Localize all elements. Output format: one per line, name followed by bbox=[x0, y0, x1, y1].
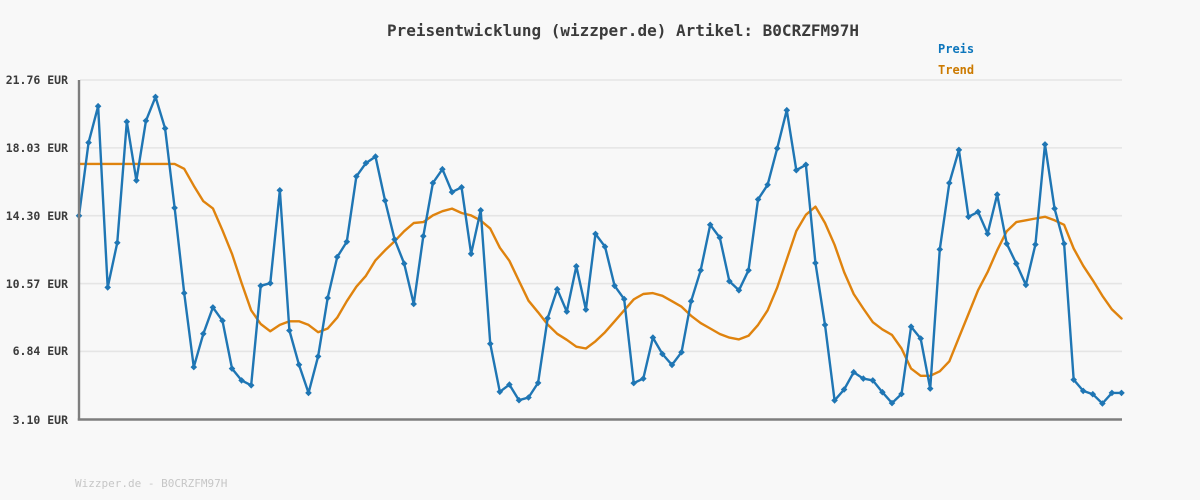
trend-line bbox=[77, 162, 1123, 377]
preis-line bbox=[77, 95, 1123, 405]
y-tick-label: 14.30 EUR bbox=[5, 208, 68, 223]
y-tick-label: 18.03 EUR bbox=[5, 140, 68, 155]
chart-legend: Preis Trend bbox=[938, 39, 974, 81]
y-axis: 21.76 EUR 18.03 EUR 14.30 EUR 10.57 EUR 6.84… bbox=[0, 0, 68, 460]
watermark: Wizzper.de - B0CRZFM97H bbox=[75, 477, 228, 490]
y-tick-label: 21.76 EUR bbox=[5, 73, 68, 87]
legend-trend-label: Trend bbox=[938, 63, 975, 77]
preis-markers bbox=[75, 93, 1125, 407]
chart-title: Preisentwicklung (wizzper.de) Artikel: B… bbox=[386, 21, 859, 40]
legend-preis-label: Preis bbox=[938, 42, 975, 56]
y-tick-label: 6.84 EUR bbox=[12, 344, 68, 359]
y-tick-label: 3.10 EUR bbox=[12, 412, 68, 427]
y-tick-label: 10.57 EUR bbox=[5, 276, 68, 291]
